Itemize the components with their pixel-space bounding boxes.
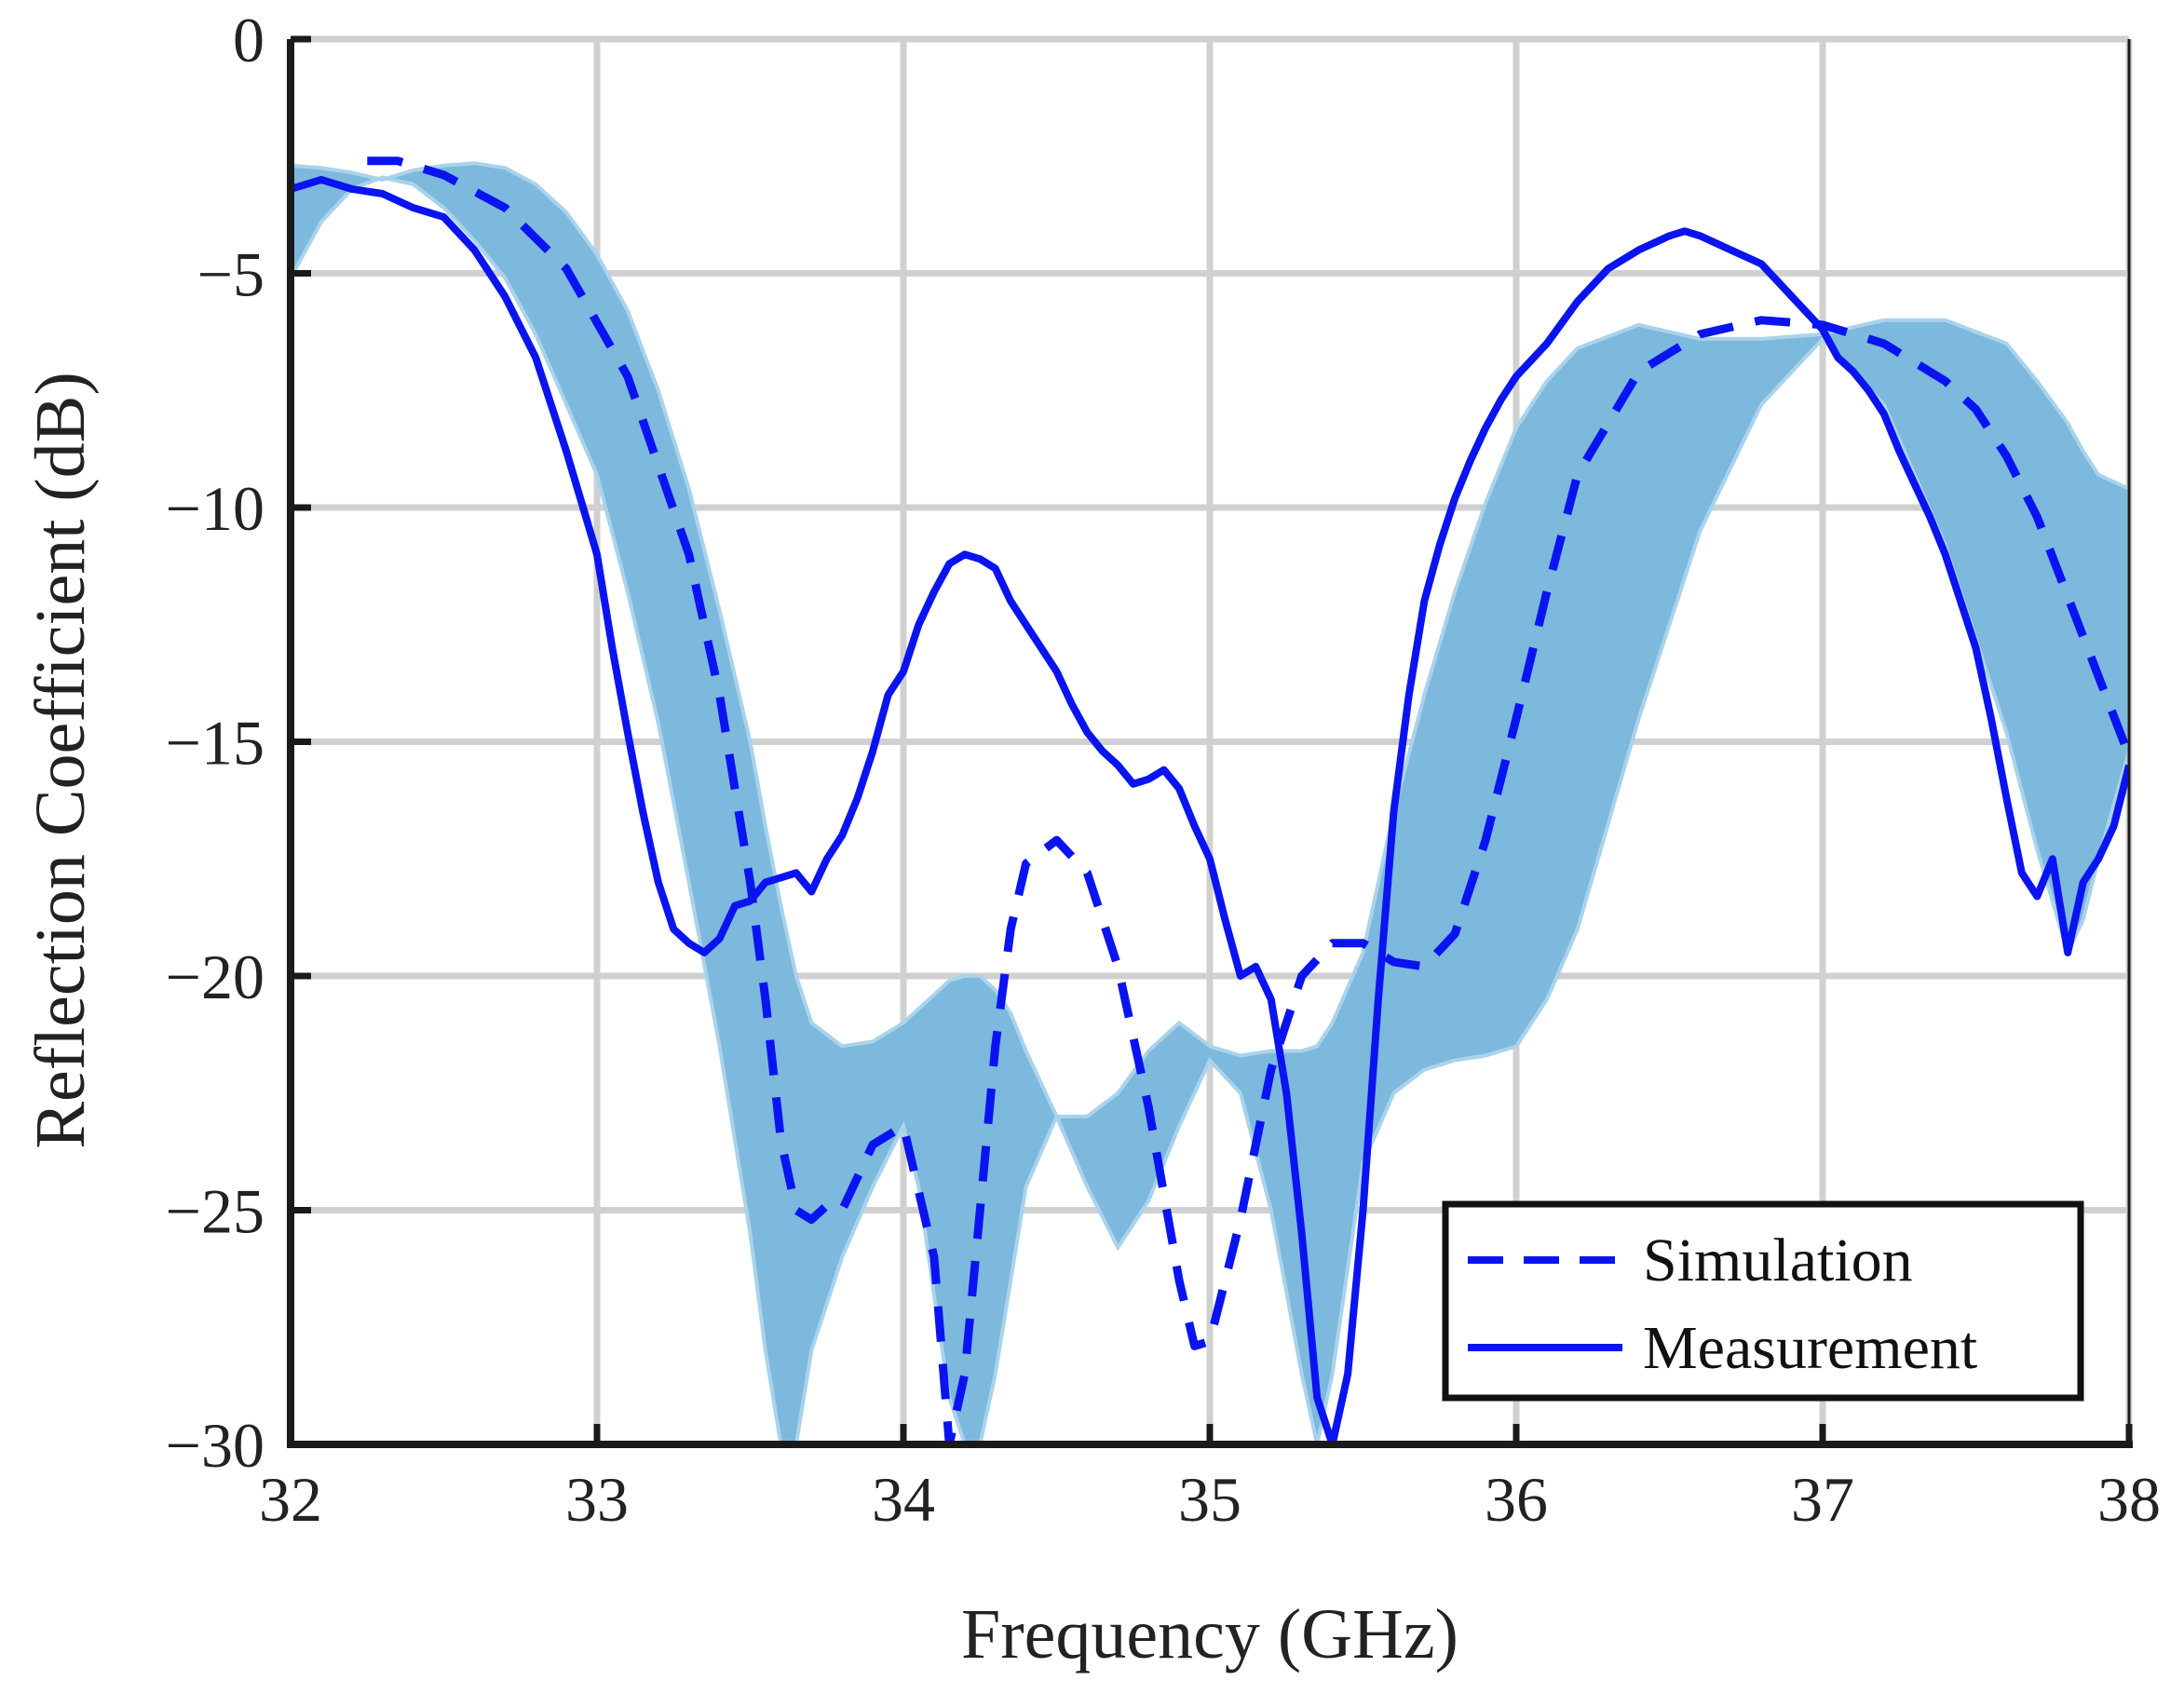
- y-axis-label: Reflection Coefficient (dB): [21, 372, 100, 1148]
- x-tick-label-0: 32: [259, 1464, 322, 1535]
- y-tick-label-0: 0: [233, 5, 265, 75]
- x-tick-label-5: 37: [1791, 1464, 1854, 1535]
- series-line-simulation: [367, 156, 2129, 1444]
- y-tick-label-2: −10: [166, 473, 265, 544]
- plot-area: [291, 156, 2129, 1444]
- axes: [287, 35, 2133, 1448]
- y-tick-label-5: −25: [166, 1176, 265, 1247]
- y-tick-label-6: −30: [166, 1410, 265, 1481]
- x-axis-label: Frequency (GHz): [961, 1595, 1458, 1674]
- tick-labels: 32 33 34 35 36 37 38 0 −5 −10 −15 −20 −25 −30: [166, 5, 2161, 1535]
- x-tick-label-4: 36: [1485, 1464, 1548, 1535]
- y-tick-label-1: −5: [197, 239, 265, 310]
- uncertainty-band: [291, 161, 2129, 1444]
- series-line-measurement: [291, 175, 2129, 1444]
- x-tick-label-3: 35: [1178, 1464, 1241, 1535]
- legend-box: [1442, 1200, 2084, 1402]
- x-tick-label-2: 34: [872, 1464, 935, 1535]
- legend-label-simulation: Simulation: [1643, 1226, 1913, 1294]
- x-tick-label-1: 33: [565, 1464, 629, 1535]
- y-tick-label-4: −20: [166, 942, 265, 1012]
- x-tick-label-6: 38: [2097, 1464, 2161, 1535]
- legend: Simulation Measurement: [1442, 1200, 2084, 1402]
- legend-label-measurement: Measurement: [1643, 1314, 1977, 1382]
- y-tick-label-3: −15: [166, 708, 265, 779]
